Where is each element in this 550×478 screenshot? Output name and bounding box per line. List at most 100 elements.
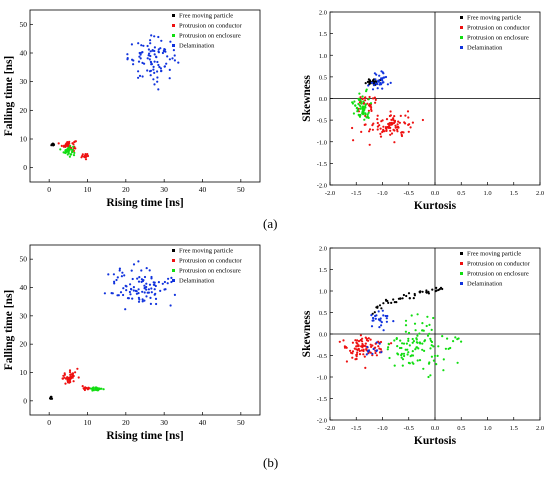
data-point	[152, 281, 155, 284]
data-point	[153, 53, 156, 56]
y-tick-label: 2.0	[319, 10, 327, 17]
data-point	[423, 340, 426, 343]
legend-label: Delamination	[179, 43, 215, 50]
data-point	[149, 50, 152, 53]
data-point	[416, 313, 419, 316]
data-point	[146, 69, 149, 72]
data-point	[418, 341, 421, 344]
data-point	[355, 355, 358, 358]
data-point	[360, 349, 363, 352]
data-point	[431, 288, 434, 291]
x-tick-label: -2.0	[325, 425, 335, 432]
data-point	[129, 283, 132, 286]
data-point	[141, 300, 144, 303]
data-point	[145, 288, 148, 291]
data-point	[76, 367, 79, 370]
data-point	[344, 346, 348, 349]
data-point	[72, 380, 75, 383]
legend-marker	[460, 26, 463, 29]
data-point	[405, 342, 408, 345]
x-tick-label: 10	[84, 418, 92, 427]
y-tick-label: 30	[20, 311, 28, 320]
data-point	[460, 340, 463, 343]
data-point	[372, 317, 375, 320]
data-point	[155, 302, 158, 306]
data-point	[377, 310, 380, 313]
y-tick-label: 40	[20, 49, 28, 58]
data-point	[421, 342, 424, 345]
y-tick-label: 0.5	[319, 310, 327, 317]
series-protrusion-on-enclosure	[351, 88, 373, 121]
data-point	[122, 287, 125, 290]
x-tick-label: 2.0	[536, 425, 544, 432]
data-point	[367, 111, 370, 114]
data-point	[374, 351, 377, 355]
data-point	[395, 301, 398, 304]
data-point	[358, 92, 361, 95]
data-point	[63, 372, 66, 375]
data-point	[137, 42, 140, 45]
data-point	[384, 75, 388, 79]
data-point	[400, 352, 403, 355]
data-point	[362, 353, 365, 356]
data-point	[447, 347, 450, 350]
y-tick-label: 1.0	[319, 53, 327, 60]
data-point	[154, 297, 158, 300]
data-point	[389, 81, 392, 84]
data-point	[71, 148, 75, 151]
y-tick-label: 1.5	[319, 31, 327, 38]
data-point	[367, 337, 370, 340]
data-point	[152, 283, 155, 286]
data-point	[428, 332, 431, 335]
data-point	[113, 280, 116, 283]
data-point	[433, 354, 437, 357]
data-point	[389, 110, 392, 113]
data-point	[170, 280, 173, 284]
data-point	[173, 293, 176, 296]
x-tick-label: 30	[160, 185, 168, 194]
data-point	[147, 291, 150, 294]
y-tick-label: -0.5	[317, 353, 327, 360]
data-point	[426, 315, 429, 318]
legend-marker	[172, 279, 175, 282]
x-tick-label: -1.5	[351, 425, 361, 432]
data-point	[380, 78, 383, 81]
data-point	[385, 129, 388, 132]
data-point	[137, 70, 140, 73]
data-point	[125, 289, 128, 292]
data-point	[379, 340, 383, 344]
data-point	[153, 35, 156, 38]
data-point	[381, 309, 384, 312]
data-point	[456, 338, 459, 341]
series-protrusion-on-enclosure	[59, 144, 76, 158]
data-point	[376, 118, 379, 121]
legend-marker	[172, 34, 175, 37]
data-point	[390, 301, 393, 304]
data-point	[153, 83, 156, 86]
data-point	[157, 50, 160, 53]
data-point	[152, 68, 155, 71]
data-point	[367, 84, 370, 87]
x-tick-label: 0	[47, 185, 51, 194]
data-point	[421, 348, 424, 351]
data-point	[432, 359, 435, 362]
data-point	[407, 337, 410, 340]
data-point	[143, 62, 146, 65]
data-point	[357, 340, 361, 343]
data-point	[148, 269, 151, 272]
data-point	[69, 153, 72, 156]
data-point	[68, 149, 71, 152]
data-point	[393, 339, 396, 342]
data-point	[380, 307, 383, 310]
data-point	[137, 288, 140, 291]
data-point	[140, 280, 143, 283]
data-point	[392, 117, 395, 120]
data-point	[52, 143, 56, 146]
data-point	[361, 95, 364, 98]
data-point	[361, 343, 364, 347]
data-point	[352, 139, 355, 142]
data-point	[415, 341, 418, 344]
data-point	[153, 60, 156, 63]
data-point	[364, 105, 367, 108]
